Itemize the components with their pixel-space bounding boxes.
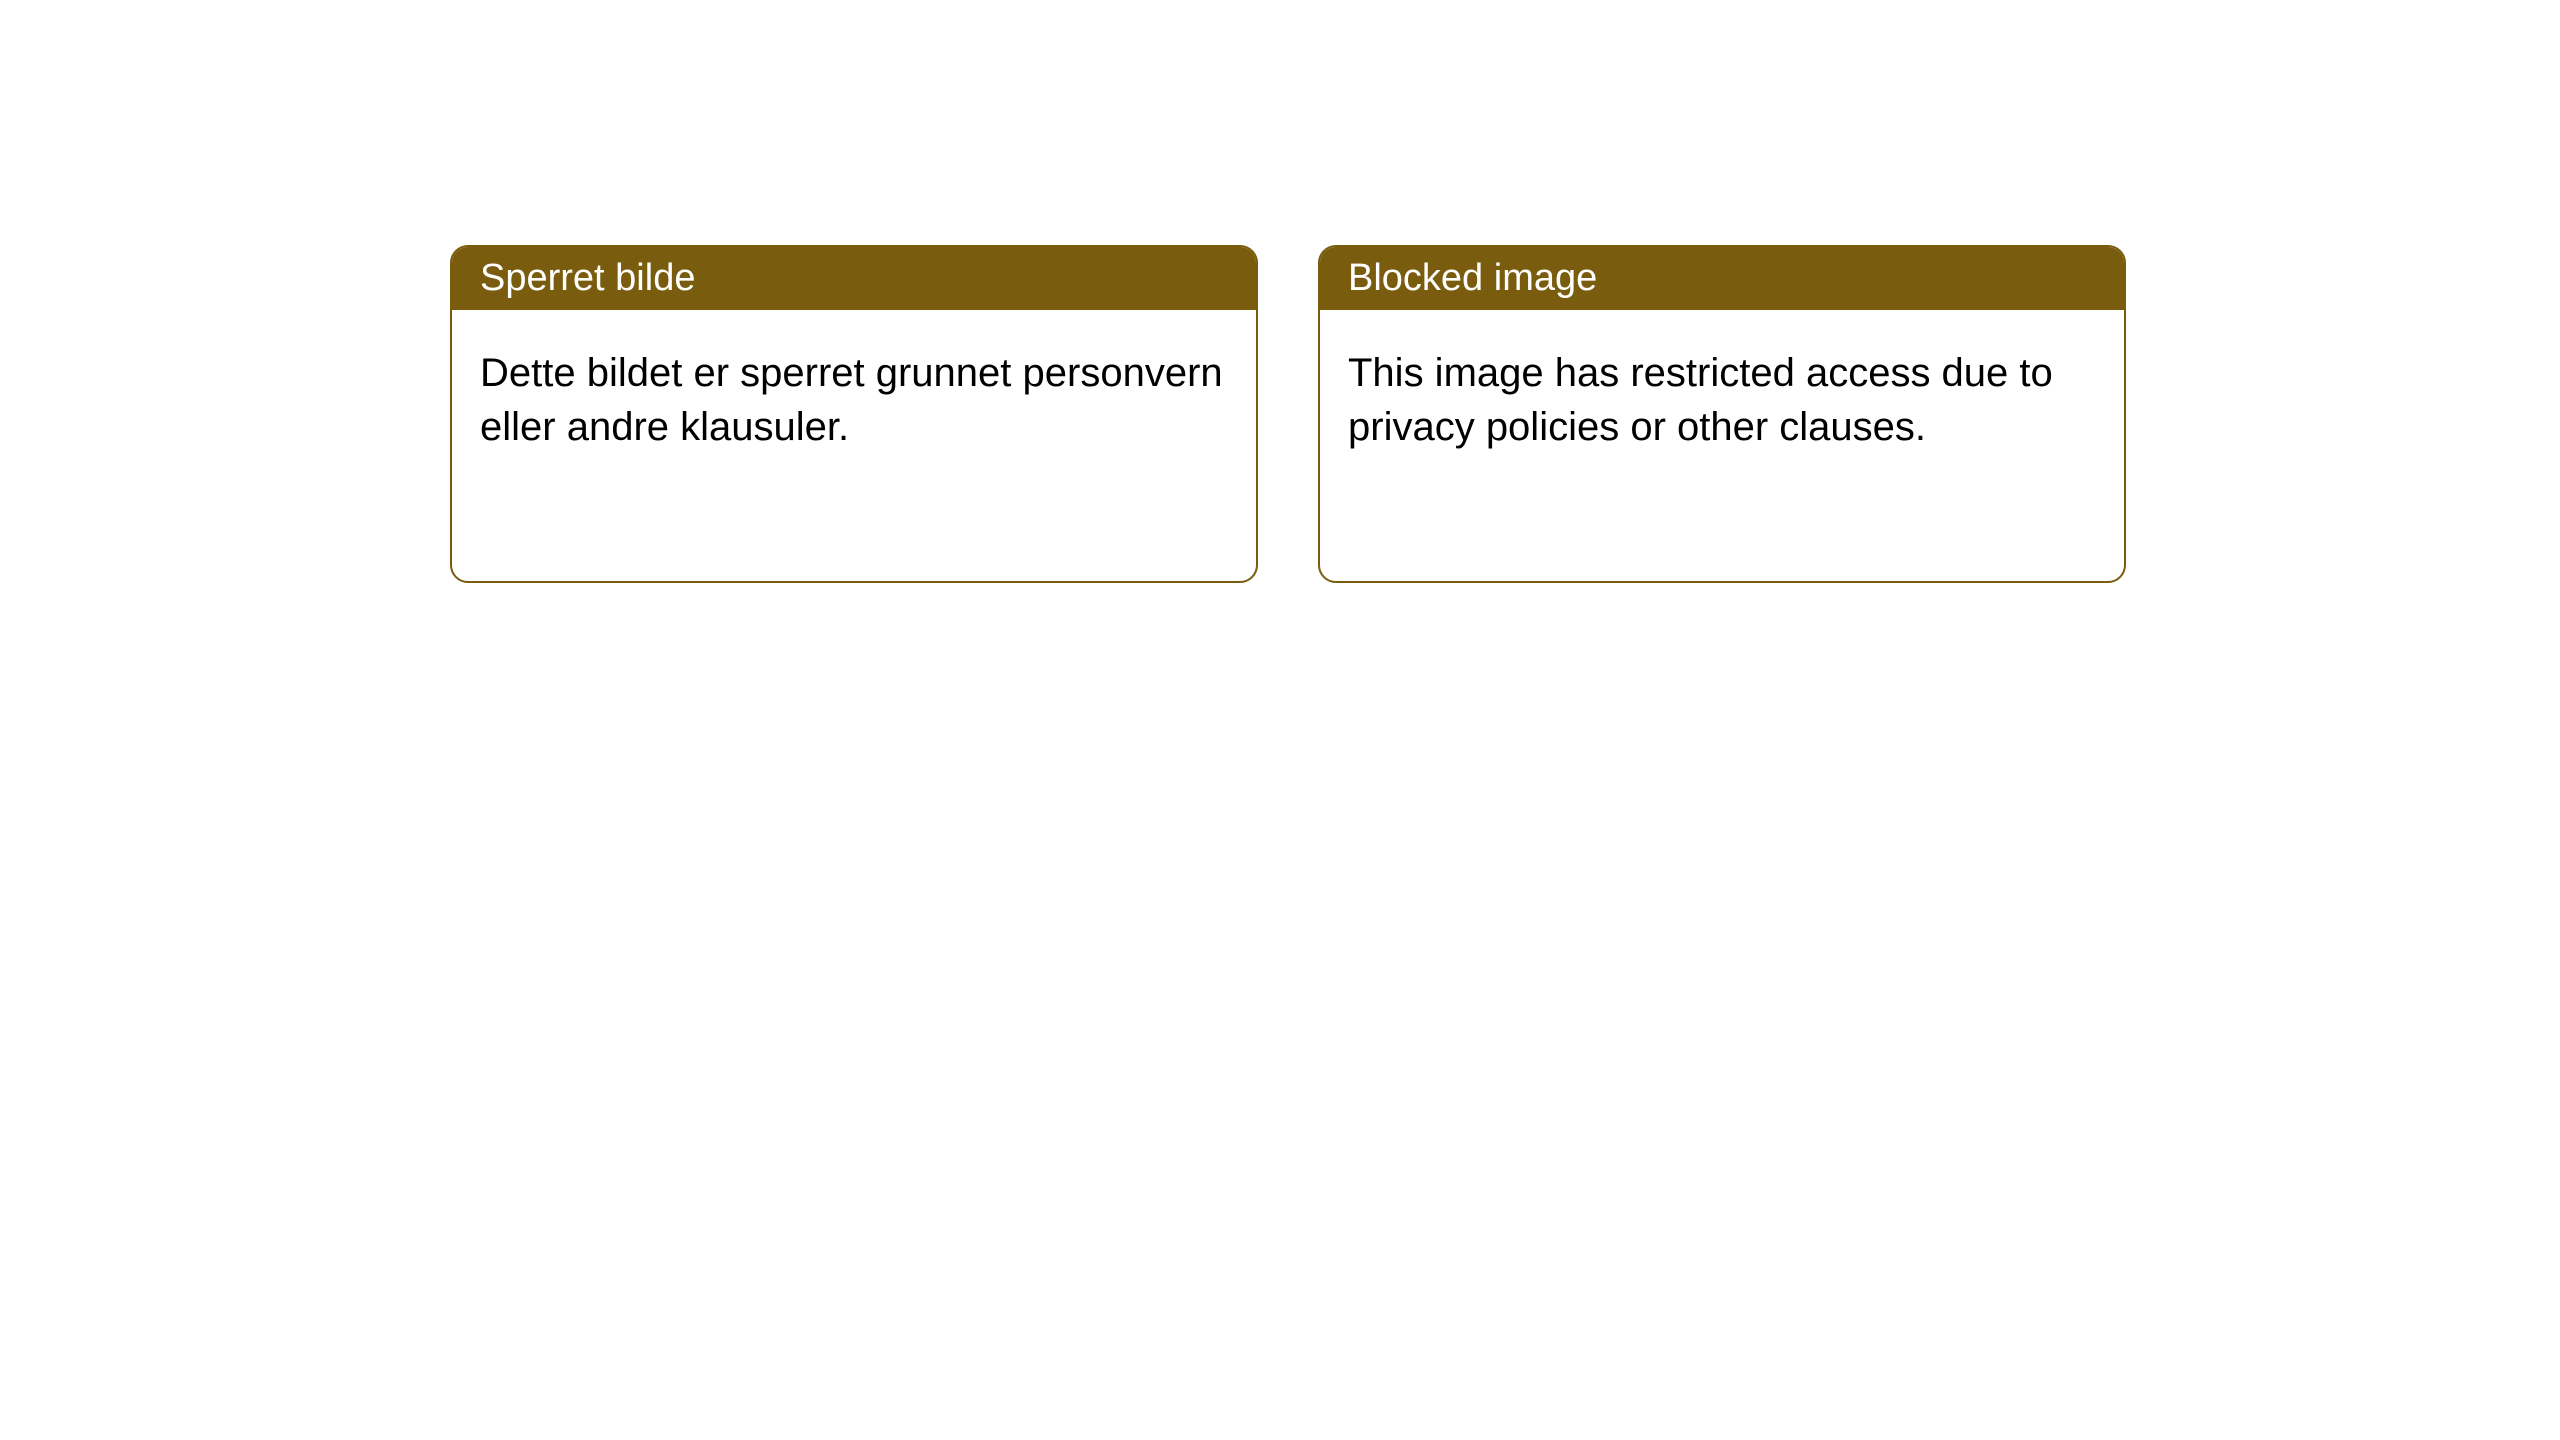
- card-body-text: This image has restricted access due to …: [1348, 351, 2053, 449]
- card-header: Sperret bilde: [452, 247, 1256, 310]
- notice-card-english: Blocked image This image has restricted …: [1318, 245, 2126, 583]
- card-body: Dette bildet er sperret grunnet personve…: [452, 310, 1256, 490]
- card-header: Blocked image: [1320, 247, 2124, 310]
- card-body: This image has restricted access due to …: [1320, 310, 2124, 490]
- card-body-text: Dette bildet er sperret grunnet personve…: [480, 351, 1223, 449]
- card-title: Blocked image: [1348, 257, 1597, 299]
- notice-container: Sperret bilde Dette bildet er sperret gr…: [0, 0, 2560, 583]
- notice-card-norwegian: Sperret bilde Dette bildet er sperret gr…: [450, 245, 1258, 583]
- card-title: Sperret bilde: [480, 257, 695, 299]
